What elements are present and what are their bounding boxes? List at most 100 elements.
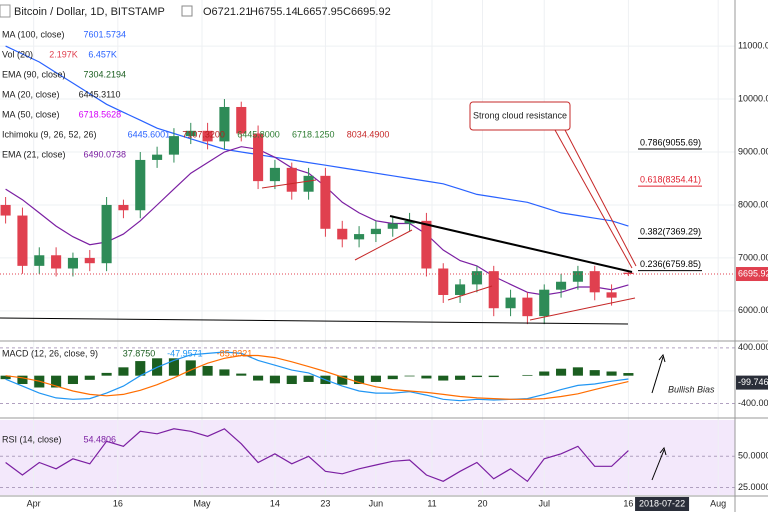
legend-name: Ichimoku (9, 26, 52, 26) [2,129,97,139]
macd-line [5,351,629,402]
candle-body [438,268,449,295]
histogram-bar [202,365,213,376]
arrow-head [658,353,666,363]
fib-label: 0.236(6759.85) [640,259,701,269]
candle-body [101,204,112,264]
candle-body [387,223,398,229]
macd-note: Bullish Bias [651,353,715,481]
histogram-bar [522,374,533,376]
candle-body [67,257,78,269]
rsi-background [0,420,735,495]
legend-value: 6718.1250 [292,129,335,139]
legend-name: EMA (90, close) [2,69,66,79]
candle-body [589,271,600,293]
x-tick-label: Apr [27,498,41,508]
candle-body [135,159,146,211]
y-tick-label: 25.0000 [738,482,768,492]
histogram-bar [84,375,95,380]
legend-value: 7304.2194 [84,69,127,79]
fib-label: 0.618(8354.41) [640,175,701,185]
candle-body [421,220,432,269]
x-tick-label: 16 [113,498,123,508]
candle-body [202,130,213,142]
candle-body [34,255,45,266]
histogram-bar [101,372,112,376]
legend-name: MA (50, close) [2,109,60,119]
cursor-date-label: 2018-07-22 [639,498,685,508]
legend-name: MA (100, close) [2,29,65,39]
legend-value: 6490.0738 [84,149,127,159]
histogram-bar [455,375,466,380]
x-tick-label: 23 [320,498,330,508]
candle-body [354,234,365,240]
candle-body [0,204,11,216]
histogram-bar [589,370,600,376]
histogram-bar [185,360,196,376]
histogram-bar [337,375,348,385]
y-tick-label: 8000.00 [738,199,768,209]
y-tick-label: 400.0000 [738,342,768,352]
histogram-bar [471,375,482,378]
ohlc-high: H6755.14 [250,6,298,18]
annotation-frame [469,101,571,131]
candle-body [219,106,230,142]
histogram-bar [286,375,297,385]
histogram-bar [219,369,230,376]
y-tick-label: 7000.00 [738,252,768,262]
y-tick-label: 11000.00 [738,40,768,50]
y-tick-label: 50.0000 [738,451,768,461]
candle-body [269,167,280,182]
y-tick-label: 10000.00 [738,93,768,103]
annotation-text: Bullish Bias [668,384,715,394]
legend-value: 6.457K [88,49,117,59]
ohlc-close: C6695.92 [343,6,391,18]
legend-name: MACD (12, 26, close, 9) [2,348,98,358]
y-tick-label: 6000.00 [738,305,768,315]
histogram-bar [539,371,550,376]
arrow-head [659,446,667,456]
x-tick-label: Jun [369,498,384,508]
price-label: -99.7467 [738,377,768,387]
x-tick-label: 20 [478,498,488,508]
annotation-box: Strong cloud resistance [0,101,637,325]
histogram-bar [354,375,365,385]
resistance-trendline [389,215,633,273]
arrow [651,449,665,481]
candle-body [556,281,567,290]
histogram-bar [370,375,381,382]
histogram-bar [168,358,179,376]
legend-value: 7601.5734 [84,29,127,39]
candle-body [606,292,617,298]
legend-value: 7107.3200 [182,129,225,139]
histogram-bar [438,375,449,381]
histogram-bar [67,375,78,385]
legend-value: 6445.8000 [237,129,280,139]
legend-name: Vol (20) [2,49,33,59]
candle-body [488,271,499,309]
settings-icon[interactable] [181,5,193,17]
header: Bitcoin / Dollar, 1D, BITSTAMP O6721.21 … [0,4,391,18]
last-price-box [736,267,768,282]
histogram-bar [253,375,264,381]
histogram-bar [623,373,634,376]
x-tick-label: Jul [538,498,550,508]
histogram-bar [135,361,146,376]
histogram-bar [606,371,617,376]
legend-name: RSI (14, close) [2,434,62,444]
cursor-date-box [635,497,690,511]
indicator-line [5,146,629,296]
candle-body [370,228,381,235]
x-tick-label: Aug [710,498,726,508]
annotation-arrow [554,129,633,269]
support-trendline [529,297,636,321]
annotation-text: Strong cloud resistance [473,110,567,120]
histogram-bar [0,375,11,380]
candle-body [118,204,129,211]
candle-body [84,257,95,264]
candle-body [572,271,583,282]
support-trendline [0,317,629,325]
candle-body [522,297,533,317]
candle-body [51,255,62,269]
candle-body [152,154,163,160]
